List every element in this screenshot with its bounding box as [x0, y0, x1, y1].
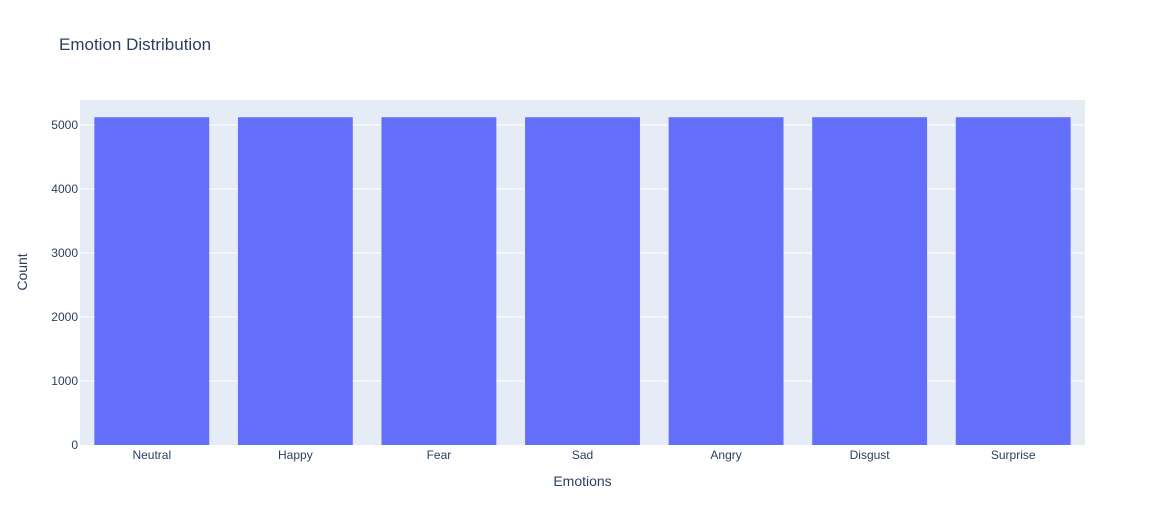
- y-tick-label: 3000: [51, 246, 78, 260]
- y-axis-ticks: 0 1000 2000 3000 4000 5000: [51, 118, 78, 452]
- bar-neutral[interactable]: [94, 117, 210, 446]
- x-axis-ticks: Neutral Happy Fear Sad Angry Disgust Surprise: [132, 448, 1035, 462]
- bar-fear[interactable]: [381, 117, 497, 446]
- y-tick-label: 4000: [51, 182, 78, 196]
- bar-surprise[interactable]: [955, 117, 1071, 446]
- x-tick-label: Sad: [572, 448, 593, 462]
- bar-disgust[interactable]: [812, 117, 928, 446]
- x-tick-label: Neutral: [132, 448, 171, 462]
- y-axis-label: Count: [14, 253, 30, 290]
- bar-angry[interactable]: [668, 117, 784, 446]
- bars: [94, 117, 1071, 446]
- x-tick-label: Disgust: [850, 448, 891, 462]
- x-tick-label: Angry: [710, 448, 741, 462]
- bar-happy[interactable]: [237, 117, 353, 446]
- y-tick-label: 0: [71, 438, 78, 452]
- x-axis-label: Emotions: [553, 473, 611, 489]
- y-tick-label: 2000: [51, 310, 78, 324]
- bar-sad[interactable]: [525, 117, 640, 446]
- chart-title: Emotion Distribution: [59, 35, 211, 54]
- y-tick-label: 5000: [51, 118, 78, 132]
- x-tick-label: Fear: [427, 448, 452, 462]
- x-tick-label: Happy: [278, 448, 313, 462]
- y-tick-label: 1000: [51, 374, 78, 388]
- x-tick-label: Surprise: [991, 448, 1036, 462]
